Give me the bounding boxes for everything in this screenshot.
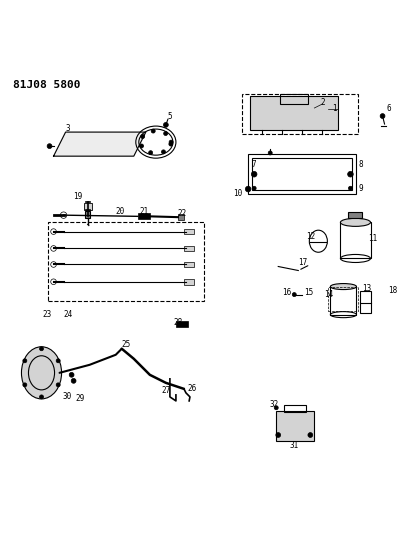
Text: 1: 1	[332, 103, 337, 112]
Circle shape	[71, 378, 76, 383]
Text: 6: 6	[386, 103, 391, 112]
Bar	[280, 94, 308, 104]
Text: 22: 22	[177, 209, 187, 218]
Text: 3: 3	[65, 124, 70, 133]
Circle shape	[151, 129, 155, 133]
Bar	[242, 94, 358, 134]
Circle shape	[141, 134, 145, 139]
Circle shape	[380, 114, 385, 118]
Circle shape	[274, 406, 278, 410]
Bar	[330, 287, 356, 314]
Text: 17: 17	[298, 258, 307, 267]
Circle shape	[252, 186, 256, 190]
Bar	[84, 203, 92, 211]
Bar	[284, 405, 306, 411]
Text: 23: 23	[43, 310, 52, 319]
Text: 21: 21	[139, 207, 148, 216]
Circle shape	[23, 383, 27, 387]
Circle shape	[164, 123, 168, 127]
Text: 31: 31	[290, 441, 299, 449]
Text: 7: 7	[252, 160, 257, 168]
Circle shape	[251, 172, 257, 177]
Bar	[184, 279, 194, 285]
Text: 8: 8	[358, 160, 363, 168]
Text: 14: 14	[324, 290, 333, 299]
Bar	[184, 246, 194, 251]
Circle shape	[56, 383, 60, 387]
Text: 32: 32	[269, 400, 279, 409]
Text: 28: 28	[173, 318, 183, 327]
Text: 5: 5	[168, 111, 172, 120]
Text: 26: 26	[187, 384, 197, 393]
Circle shape	[47, 144, 52, 149]
Text: 12: 12	[306, 232, 315, 241]
Text: 19: 19	[73, 192, 82, 201]
Circle shape	[40, 347, 44, 351]
Circle shape	[292, 293, 296, 296]
Circle shape	[268, 151, 272, 155]
Text: 16: 16	[282, 288, 291, 297]
Polygon shape	[54, 132, 146, 156]
Circle shape	[162, 150, 166, 154]
Text: 18: 18	[388, 286, 397, 295]
Bar	[252, 158, 352, 190]
Text: 24: 24	[63, 310, 72, 319]
Circle shape	[56, 359, 60, 363]
Circle shape	[149, 151, 153, 155]
Ellipse shape	[21, 347, 61, 399]
Bar	[250, 96, 339, 130]
Bar	[276, 411, 314, 441]
Bar	[328, 287, 358, 311]
Text: 2: 2	[320, 98, 325, 107]
Circle shape	[164, 132, 168, 135]
Circle shape	[245, 186, 251, 192]
Text: 30: 30	[63, 392, 72, 401]
Bar	[341, 222, 370, 259]
Circle shape	[139, 144, 143, 148]
Circle shape	[348, 186, 352, 190]
Bar	[360, 290, 370, 313]
Text: 29: 29	[75, 394, 84, 403]
Text: 20: 20	[115, 207, 124, 216]
Circle shape	[169, 142, 173, 146]
Circle shape	[276, 433, 281, 438]
Bar	[178, 214, 184, 220]
Text: 10: 10	[234, 189, 243, 198]
Text: 27: 27	[161, 386, 170, 395]
Ellipse shape	[330, 284, 356, 289]
Circle shape	[308, 433, 313, 438]
Bar	[48, 222, 204, 301]
Text: 9: 9	[358, 184, 363, 193]
Circle shape	[169, 140, 173, 144]
Bar	[176, 321, 188, 327]
Text: 25: 25	[121, 340, 130, 349]
Circle shape	[348, 172, 353, 177]
Bar	[348, 212, 362, 219]
Text: 15: 15	[304, 288, 313, 297]
Bar	[248, 154, 356, 195]
Bar	[138, 213, 150, 219]
Ellipse shape	[341, 219, 370, 227]
Bar	[184, 229, 194, 235]
Text: 81J08 5800: 81J08 5800	[13, 80, 81, 90]
Circle shape	[23, 359, 27, 363]
Circle shape	[40, 395, 44, 399]
Text: 11: 11	[368, 234, 377, 243]
Text: 13: 13	[362, 284, 371, 293]
Circle shape	[69, 373, 74, 377]
Bar	[85, 211, 90, 219]
Bar	[184, 262, 194, 268]
